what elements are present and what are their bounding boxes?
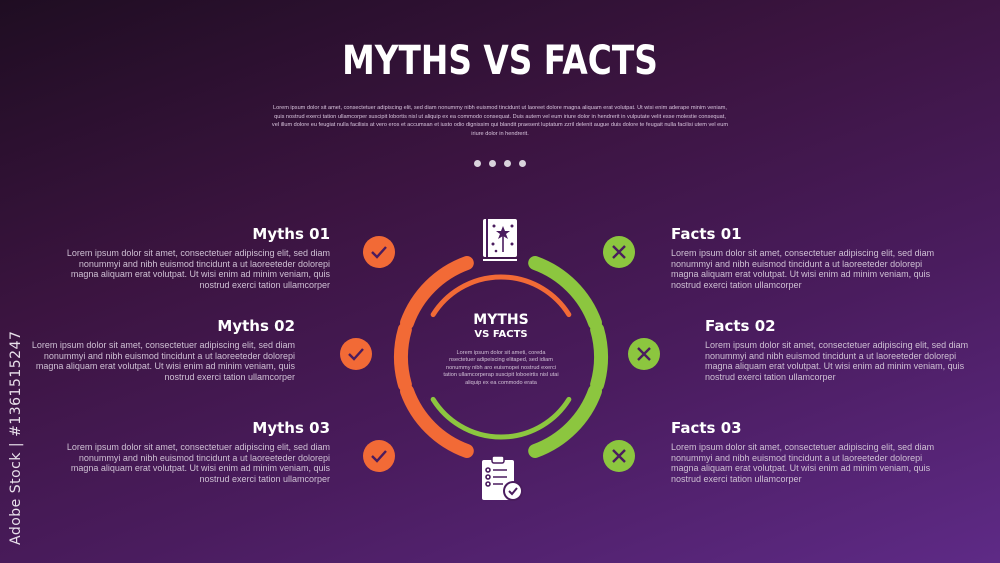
fact-item-3: Facts 03 Lorem ipsum dolor sit amet, cons…: [671, 419, 951, 484]
myth-ring-segment: [394, 322, 412, 392]
center-text: Lorem ipsum dolor sit ameti, coreda nsec…: [443, 350, 559, 386]
myth-text: Lorem ipsum dolor sit amet, consectetuer…: [66, 442, 330, 484]
x-icon: [603, 440, 635, 472]
x-icon: [603, 236, 635, 268]
checklist-clipboard-icon: [482, 456, 523, 501]
fact-title: Facts 03: [671, 419, 742, 437]
check-icon: [340, 338, 372, 370]
myth-text: Lorem ipsum dolor sit amet, consectetuer…: [31, 340, 295, 382]
x-icon: [628, 338, 660, 370]
myth-title: Myths 03: [252, 419, 330, 437]
fact-title: Facts 02: [705, 317, 776, 335]
myth-item-3: Myths 03 Lorem ipsum dolor sit amet, cons…: [50, 419, 330, 484]
center-title: MYTHS: [473, 312, 529, 328]
myth-item-1: Myths 01 Lorem ipsum dolor sit amet, cons…: [50, 225, 330, 290]
check-icon: [363, 440, 395, 472]
fact-text: Lorem ipsum dolor sit amet, consectetuer…: [671, 248, 935, 290]
myth-inner-arc: [430, 274, 572, 318]
fact-item-2: Facts 02 Lorem ipsum dolor sit amet, cons…: [705, 317, 985, 382]
myth-ring-segment: [400, 256, 474, 330]
fact-item-1: Facts 01 Lorem ipsum dolor sit amet, cons…: [671, 225, 951, 290]
fact-ring-segment: [528, 256, 602, 330]
magic-book-icon: [483, 219, 517, 261]
check-icon: [363, 236, 395, 268]
center-content: MYTHS VS FACTS Lorem ipsum dolor sit ame…: [431, 312, 571, 387]
watermark: Adobe Stock | #1361515247: [8, 330, 24, 545]
fact-inner-arc: [430, 396, 572, 440]
page-title: MYTHS VS FACTS: [342, 38, 658, 84]
myth-ring-segment: [400, 384, 474, 458]
myth-item-2: Myths 02 Lorem ipsum dolor sit amet, cons…: [15, 317, 295, 382]
intro-text: Lorem ipsum dolor sit amet, consectetuer…: [271, 105, 729, 137]
myth-text: Lorem ipsum dolor sit amet, consectetuer…: [66, 248, 330, 290]
myth-title: Myths 02: [217, 317, 295, 335]
fact-ring-segment: [590, 322, 608, 392]
fact-ring-segment: [528, 384, 602, 458]
myth-title: Myths 01: [252, 225, 330, 243]
fact-title: Facts 01: [671, 225, 742, 243]
fact-text: Lorem ipsum dolor sit amet, consectetuer…: [671, 442, 935, 484]
pagination-dots: [474, 160, 526, 167]
fact-text: Lorem ipsum dolor sit amet, consectetuer…: [705, 340, 969, 382]
center-subtitle: VS FACTS: [474, 329, 528, 340]
